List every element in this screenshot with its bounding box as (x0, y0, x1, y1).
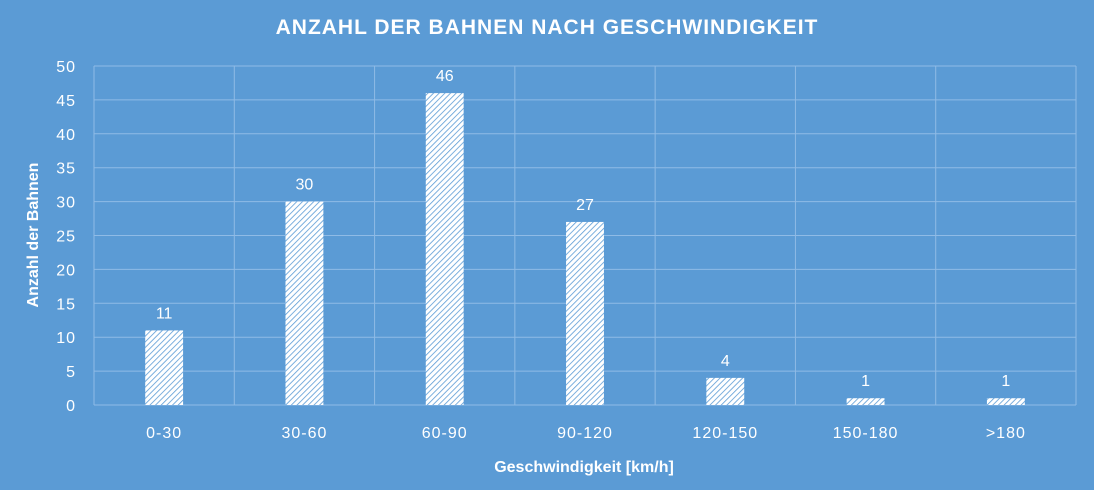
bar->180 (986, 398, 1025, 405)
bars (145, 93, 1025, 406)
x-tick-label: 120-150 (692, 425, 758, 442)
y-tick-label: 35 (56, 161, 76, 178)
data-label: 1 (1001, 373, 1010, 390)
y-tick-label: 0 (66, 398, 76, 415)
bar-30-60 (285, 201, 324, 405)
data-label: 46 (436, 68, 454, 85)
y-tick-label: 40 (56, 127, 76, 144)
y-axis-label: Anzahl der Bahnen (25, 163, 42, 308)
x-axis-label: Geschwindigkeit [km/h] (494, 459, 674, 476)
data-label: 30 (296, 177, 314, 194)
x-tick-label: 60-90 (422, 425, 468, 442)
chart-title: ANZAHL DER BAHNEN NACH GESCHWINDIGKEIT (276, 16, 819, 39)
bar-0-30 (145, 330, 184, 405)
y-tick-label: 5 (66, 364, 76, 381)
y-tick-label: 30 (56, 195, 76, 212)
y-tick-label: 45 (56, 93, 76, 110)
y-tick-label: 10 (56, 330, 76, 347)
y-tick-label: 50 (56, 59, 76, 76)
data-label: 4 (721, 353, 730, 370)
data-label: 11 (156, 305, 173, 322)
y-tick-label: 25 (56, 229, 76, 246)
x-tick-label: 90-120 (557, 425, 613, 442)
x-tick-label: 150-180 (833, 425, 899, 442)
data-label: 27 (576, 197, 594, 214)
bar-90-120 (566, 221, 604, 405)
bar-120-150 (706, 377, 745, 405)
x-axis-ticks: 0-30 30-60 60-90 90-120 120-150 150-180 >180 (146, 425, 1026, 442)
data-label: 1 (861, 373, 870, 390)
x-tick-label: 30-60 (281, 425, 327, 442)
y-axis-ticks: 0 5 10 15 20 25 30 35 40 45 50 (56, 59, 76, 415)
x-tick-label: >180 (986, 425, 1026, 442)
bar-60-90 (425, 93, 464, 406)
y-tick-label: 20 (56, 262, 76, 279)
x-tick-label: 0-30 (146, 425, 182, 442)
bar-150-180 (846, 398, 885, 405)
y-tick-label: 15 (56, 296, 76, 313)
